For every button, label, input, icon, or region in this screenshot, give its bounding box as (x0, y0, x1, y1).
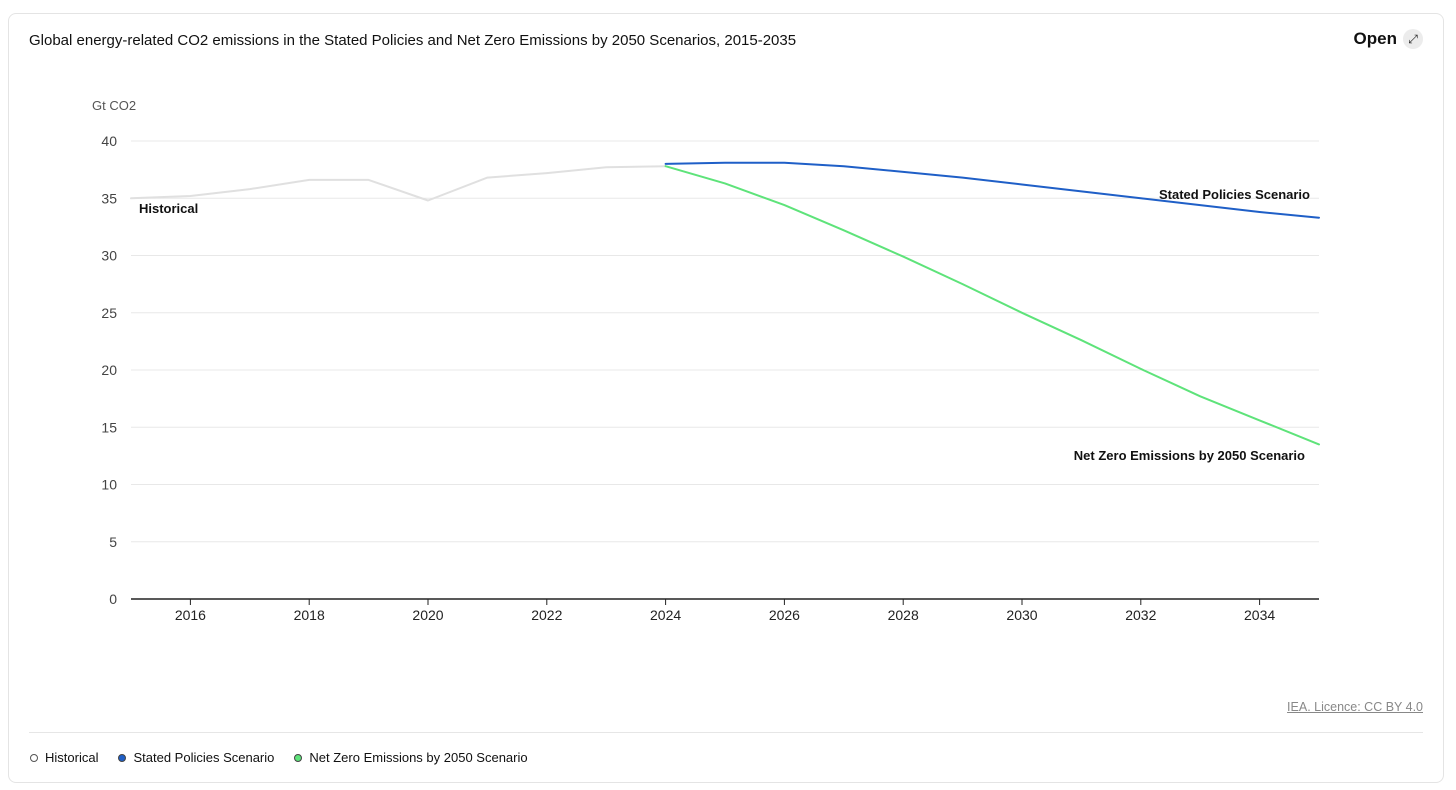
x-tick-label-2028: 2028 (888, 607, 919, 623)
netzero-series-line (664, 165, 1320, 446)
y-tick-label-35: 35 (101, 190, 117, 206)
x-tick-label-2018: 2018 (294, 607, 325, 623)
x-tick-label-2020: 2020 (412, 607, 443, 623)
y-tick-label-0: 0 (109, 591, 117, 607)
source-licence-link[interactable]: IEA. Licence: CC BY 4.0 (1287, 700, 1423, 714)
legend-marker-historical (30, 753, 38, 762)
chart-legend: Historical Stated Policies Scenario Net Ze… (30, 750, 528, 765)
historical-series-line (130, 165, 667, 202)
x-tick-label-2024: 2024 (650, 607, 681, 623)
legend-item-stated[interactable]: Stated Policies Scenario (118, 750, 274, 765)
x-tick-label-2030: 2030 (1006, 607, 1037, 623)
net-zero-series-label: Net Zero Emissions by 2050 Scenario (1074, 448, 1305, 463)
y-tick-label-20: 20 (101, 362, 117, 378)
open-button-label: Open (1353, 29, 1397, 48)
x-tick-label-2026: 2026 (769, 607, 800, 623)
y-tick-label-5: 5 (109, 534, 117, 550)
open-button[interactable]: Open ⤢ (1354, 29, 1423, 49)
stated-policies-series-label: Stated Policies Scenario (1159, 187, 1310, 202)
legend-item-netzero[interactable]: Net Zero Emissions by 2050 Scenario (294, 750, 528, 765)
y-axis-unit: Gt CO2 (92, 98, 136, 113)
legend-divider (29, 732, 1423, 733)
chart-card: Global energy-related CO2 emissions in t… (8, 13, 1444, 783)
y-tick-label-30: 30 (101, 248, 117, 264)
x-tick-label-2034: 2034 (1244, 607, 1275, 623)
legend-marker-netzero (294, 753, 303, 762)
legend-label: Historical (45, 750, 99, 765)
y-tick-label-15: 15 (101, 419, 117, 435)
chart-title: Global energy-related CO2 emissions in t… (29, 32, 797, 49)
y-tick-label-10: 10 (101, 477, 117, 493)
line-chart: 0 5 10 15 20 25 30 35 40 2016 2018 2020 2022 2024 202… (92, 98, 1320, 623)
stated-series-line (664, 161, 1320, 219)
x-tick-label-2016: 2016 (175, 607, 206, 623)
x-tick-label-2032: 2032 (1125, 607, 1156, 623)
legend-label: Net Zero Emissions by 2050 Scenario (309, 750, 528, 765)
x-tick-label-2022: 2022 (531, 607, 562, 623)
series-lines (130, 161, 1320, 446)
expand-icon: ⤢ (1403, 29, 1423, 49)
y-tick-label-40: 40 (101, 133, 117, 149)
y-tick-label-25: 25 (101, 305, 117, 321)
legend-label: Stated Policies Scenario (133, 750, 275, 765)
grid-lines (131, 140, 1319, 543)
y-axis-ticks: 0 5 10 15 20 25 30 35 40 (101, 133, 117, 607)
legend-marker-stated (118, 753, 127, 762)
x-axis: 2016 2018 2020 2022 2024 2026 2028 2030 2032 2034 (131, 598, 1319, 623)
historical-series-label: Historical (139, 201, 198, 216)
legend-item-historical[interactable]: Historical (30, 750, 98, 765)
